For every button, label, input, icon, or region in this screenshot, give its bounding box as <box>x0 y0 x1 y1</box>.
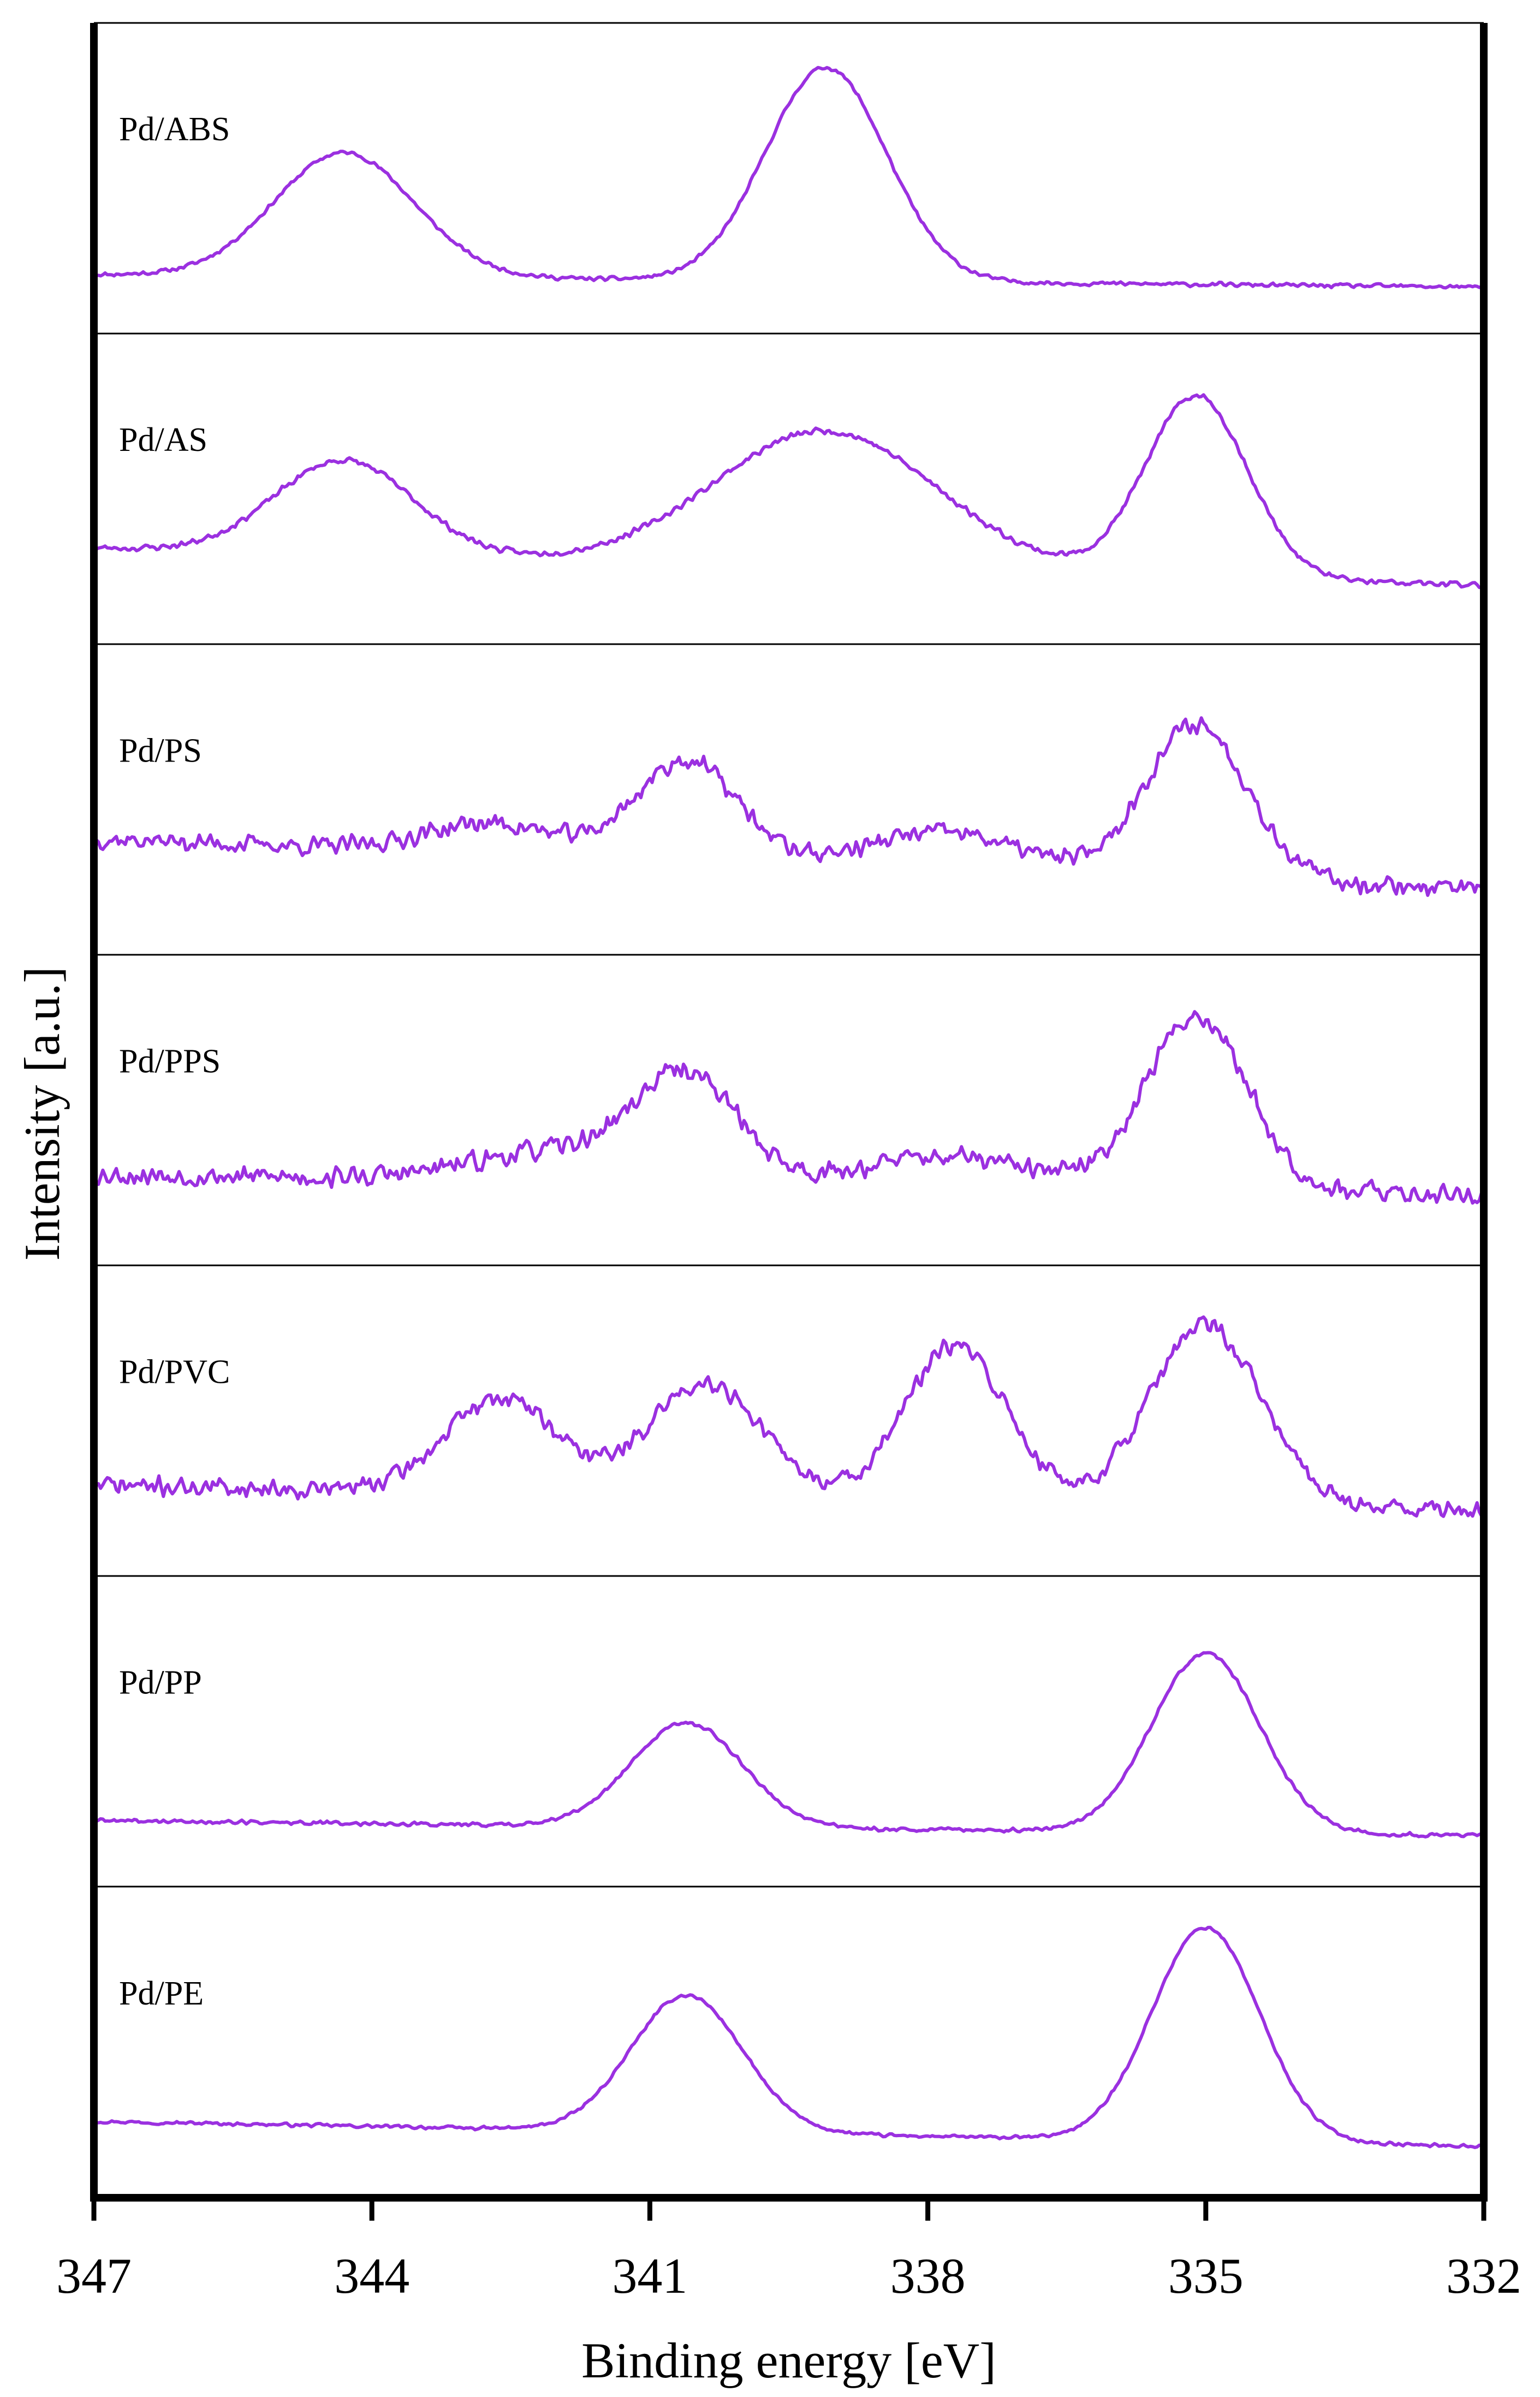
series-line-pdpps <box>92 1010 1485 1205</box>
spectra-traces <box>92 66 1485 2149</box>
series-line-pdpp <box>92 1651 1485 1839</box>
y-axis-label: Intensity [a.u.] <box>14 966 70 1260</box>
x-ticks: 347 344 341 338 335 332 <box>56 2198 1521 2304</box>
x-tick-label-332: 332 <box>1446 2248 1521 2304</box>
series-line-pdas <box>92 393 1485 590</box>
panel-label-pdpvc: Pd/PVC <box>119 1354 230 1391</box>
x-tick-label-341: 341 <box>612 2248 687 2304</box>
panel-label-pdpe: Pd/PE <box>119 1975 204 2012</box>
x-tick-label-347: 347 <box>56 2248 132 2304</box>
panel-label-pdabs: Pd/ABS <box>119 111 230 148</box>
panel-label-pdps: Pd/PS <box>119 732 202 769</box>
panel-separators <box>94 332 1484 1888</box>
panel-labels: Pd/ABS Pd/AS Pd/PS Pd/PPS Pd/PVC Pd/PP Pd/PE <box>119 111 230 2012</box>
series-line-pdpvc <box>92 1315 1485 1518</box>
series-line-pdps <box>92 716 1485 897</box>
panel-label-pdas: Pd/AS <box>119 421 207 459</box>
panel-label-pdpp: Pd/PP <box>119 1664 202 1702</box>
x-tick-label-344: 344 <box>334 2248 409 2304</box>
series-line-pdpe <box>92 1925 1485 2149</box>
x-tick-label-335: 335 <box>1168 2248 1244 2304</box>
series-line-pdabs <box>92 66 1485 290</box>
plot-frame <box>90 22 1488 2202</box>
x-axis-label: Binding energy [eV] <box>581 2333 996 2388</box>
panel-label-pdpps: Pd/PPS <box>119 1043 221 1080</box>
x-tick-label-338: 338 <box>890 2248 966 2304</box>
